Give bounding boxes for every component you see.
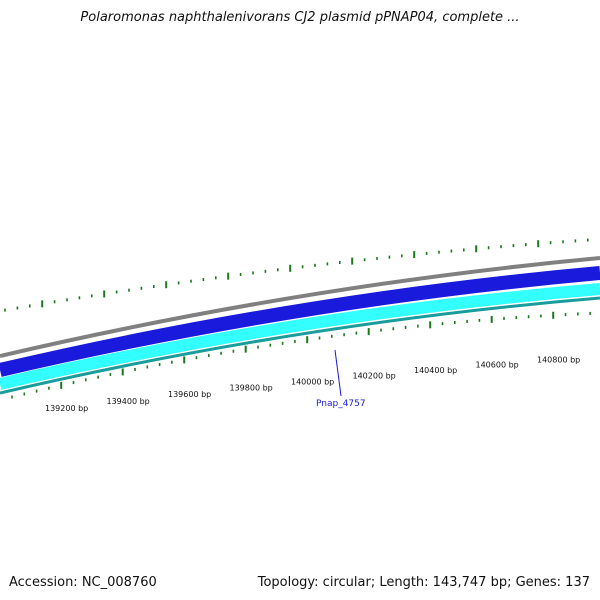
backbone-track [0, 256, 600, 358]
ruler-label: 139400 bp [107, 397, 150, 406]
ruler-label: 139800 bp [230, 384, 273, 393]
accession-text: Accession: NC_008760 [9, 575, 157, 590]
map-title: Polaromonas naphthalenivorans CJ2 plasmi… [80, 10, 520, 25]
ruler-labels: 139200 bp 139400 bp 139600 bp 139800 bp 1400… [45, 356, 580, 414]
ruler-label: 139200 bp [45, 404, 88, 413]
ruler-label: 140400 bp [414, 366, 457, 375]
gene-label: Pnap_4757 [316, 399, 366, 409]
ruler-label: 139600 bp [168, 390, 211, 399]
ruler-label: 140200 bp [353, 371, 396, 380]
forward-strand-track [0, 266, 600, 377]
gene-callout-line [334, 349, 342, 397]
ruler-tick-track [11, 311, 591, 399]
topology-text: Topology: circular; Length: 143,747 bp; … [257, 575, 590, 590]
reverse-strand-edge [0, 296, 600, 395]
reverse-strand-track [0, 283, 600, 390]
ruler-label: 140800 bp [537, 356, 580, 365]
gc-tick-track [4, 238, 589, 312]
ruler-label: 140000 bp [291, 377, 334, 386]
ruler-label: 140600 bp [476, 361, 519, 370]
